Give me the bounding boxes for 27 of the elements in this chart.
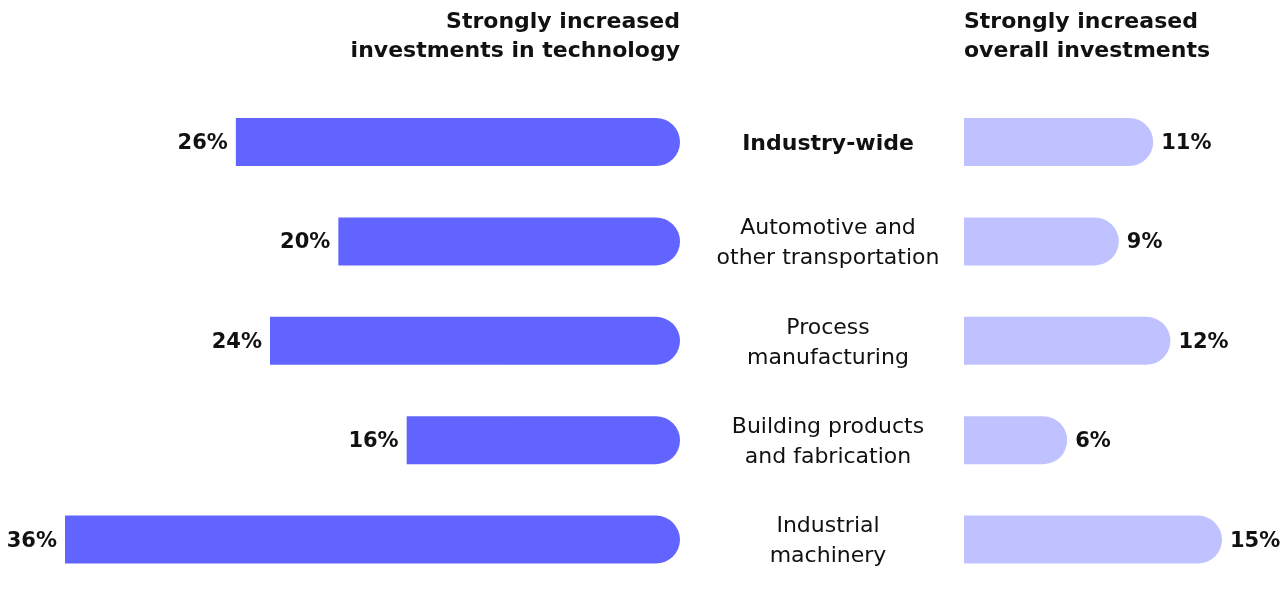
bar (964, 118, 1154, 166)
data-label: 11% (1161, 130, 1212, 154)
bar (964, 316, 1171, 365)
data-label: 24% (211, 328, 262, 353)
y-tick-label: Building products and fabrication (731, 412, 925, 468)
y-tick-label: Industry-wide (742, 129, 914, 155)
bar (964, 416, 1068, 465)
data-label: 15% (1230, 527, 1281, 552)
chart-title: Strongly increased overall investments (964, 7, 1211, 64)
data-label: 20% (280, 229, 331, 254)
data-label: 26% (177, 130, 228, 154)
y-tick-label: Automotive and other transportation (716, 213, 940, 269)
data-label: 16% (348, 428, 399, 453)
bar (406, 416, 680, 465)
y-tick-label: Industrial machinery (769, 511, 887, 567)
data-label: 9% (1126, 229, 1163, 254)
bar (964, 217, 1119, 266)
bar (270, 316, 680, 365)
data-label: 6% (1075, 428, 1111, 453)
chart-title: Strongly increased investments in technology (349, 7, 680, 64)
bar (964, 515, 1222, 564)
y-tick-label: Process manufacturing (747, 313, 909, 368)
bar (338, 217, 680, 266)
data-label: 36% (6, 527, 57, 552)
data-label: 12% (1178, 328, 1229, 353)
bar (65, 515, 680, 564)
bar (235, 118, 680, 166)
